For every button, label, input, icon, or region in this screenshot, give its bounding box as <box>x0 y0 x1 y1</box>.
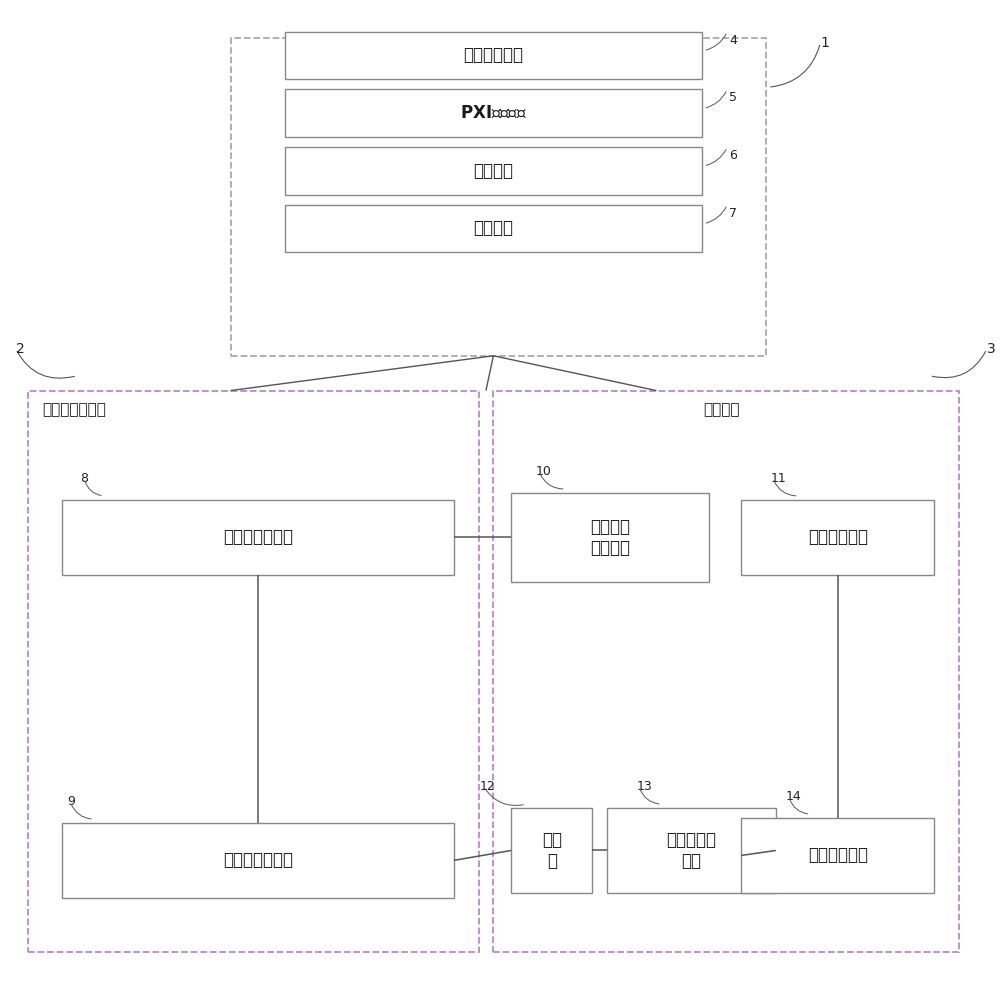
Text: 转速转矩测
试仪: 转速转矩测 试仪 <box>667 831 717 870</box>
Text: 加载驱动系统: 加载驱动系统 <box>808 528 868 547</box>
FancyBboxPatch shape <box>231 37 766 356</box>
FancyBboxPatch shape <box>607 809 776 892</box>
Text: 11: 11 <box>771 472 787 485</box>
Text: 3: 3 <box>987 342 996 356</box>
FancyBboxPatch shape <box>511 809 592 892</box>
Text: 变桨距执行机构: 变桨距执行机构 <box>223 851 293 870</box>
Text: 14: 14 <box>786 790 802 803</box>
Text: 8: 8 <box>80 472 88 485</box>
Text: 13: 13 <box>637 780 653 793</box>
FancyBboxPatch shape <box>741 819 934 892</box>
Text: 风电机组变桨距系统测试主控平台: 风电机组变桨距系统测试主控平台 <box>381 55 525 71</box>
Text: 待测变桨距系统: 待测变桨距系统 <box>42 403 106 418</box>
FancyBboxPatch shape <box>285 90 702 137</box>
Text: 4: 4 <box>729 33 737 46</box>
Text: 供电模块: 供电模块 <box>473 220 513 237</box>
Text: 加载模块: 加载模块 <box>703 403 740 418</box>
Text: 人机交互模块: 人机交互模块 <box>463 46 523 64</box>
FancyBboxPatch shape <box>28 391 479 952</box>
Text: 主控制器: 主控制器 <box>473 162 513 180</box>
FancyBboxPatch shape <box>62 500 454 574</box>
FancyBboxPatch shape <box>285 32 702 80</box>
Text: $\mathbf{PXI}$检测模块: $\mathbf{PXI}$检测模块 <box>460 104 527 122</box>
Text: 9: 9 <box>67 795 75 808</box>
FancyBboxPatch shape <box>62 823 454 897</box>
Text: 5: 5 <box>729 92 737 104</box>
Text: 12: 12 <box>480 780 495 793</box>
Text: 加载执行机构: 加载执行机构 <box>808 846 868 865</box>
FancyBboxPatch shape <box>285 205 702 252</box>
Text: 6: 6 <box>729 149 737 162</box>
Text: 1: 1 <box>820 35 829 49</box>
FancyBboxPatch shape <box>493 391 959 952</box>
FancyBboxPatch shape <box>741 500 934 574</box>
Text: 变桨距控制系统: 变桨距控制系统 <box>223 528 293 547</box>
Text: 2: 2 <box>16 342 24 356</box>
Text: 10: 10 <box>536 465 552 478</box>
FancyBboxPatch shape <box>511 493 709 582</box>
Text: 轮毂编码
器测试台: 轮毂编码 器测试台 <box>590 518 630 558</box>
Text: 7: 7 <box>729 207 737 220</box>
FancyBboxPatch shape <box>285 147 702 195</box>
Text: 联轴
器: 联轴 器 <box>542 831 562 870</box>
